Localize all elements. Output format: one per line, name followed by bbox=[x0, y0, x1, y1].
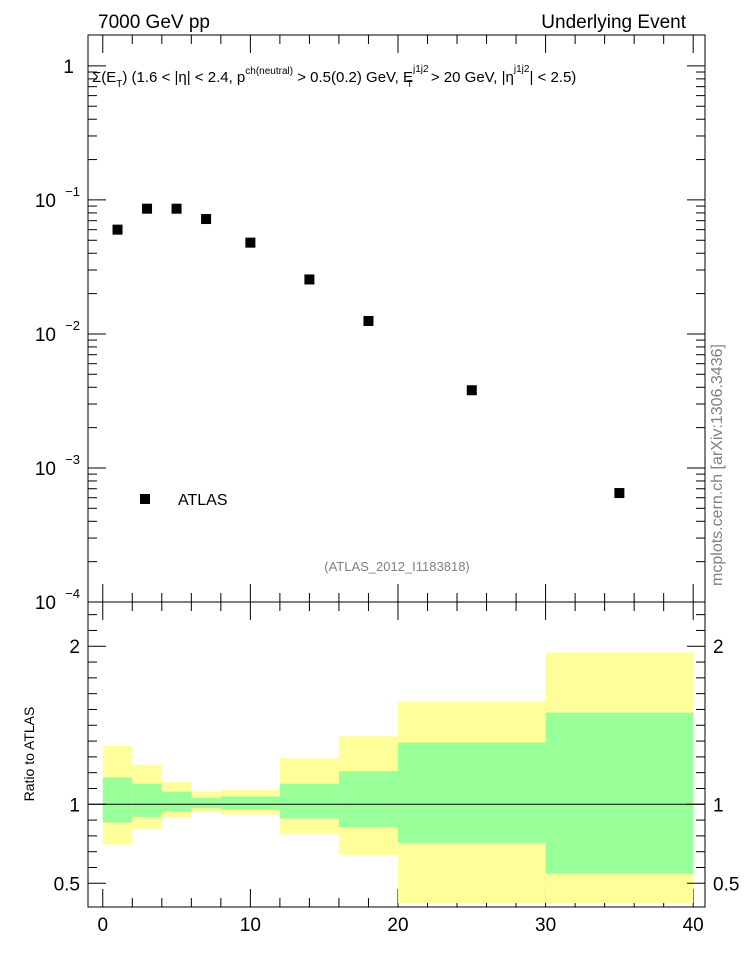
data-point-atlas bbox=[466, 385, 477, 396]
x-tick-label: 30 bbox=[535, 915, 556, 936]
reference-label: (ATLAS_2012_I1183818) bbox=[324, 559, 470, 574]
main-y-tick-exponent: −4 bbox=[65, 586, 80, 601]
ratio-band-green bbox=[338, 771, 398, 828]
main-y-tick-label: 10 bbox=[35, 325, 56, 346]
side-watermark: mcplots.cern.ch [arXiv:1306.3436] bbox=[709, 344, 726, 586]
ratio-y-axis-label: Ratio to ATLAS bbox=[21, 707, 37, 802]
ratio-bands bbox=[88, 652, 705, 904]
data-point-atlas bbox=[363, 315, 374, 326]
data-point-atlas bbox=[245, 237, 256, 248]
data-point-atlas bbox=[142, 203, 153, 214]
main-y-tick-label: 1 bbox=[63, 57, 74, 78]
ratio-y-tick-label-right: 1 bbox=[713, 795, 724, 816]
ratio-band-green bbox=[397, 742, 546, 843]
ratio-band-green bbox=[102, 777, 133, 823]
data-point-atlas bbox=[614, 488, 625, 499]
ratio-y-tick-label-right: 0.5 bbox=[713, 874, 739, 895]
ratio-band-green bbox=[132, 783, 162, 817]
x-tick-label: 0 bbox=[97, 915, 108, 936]
x-tick-label: 40 bbox=[683, 915, 704, 936]
main-data-points bbox=[112, 203, 625, 499]
data-point-atlas bbox=[112, 224, 123, 235]
data-point-atlas bbox=[201, 214, 212, 225]
x-tick-label: 10 bbox=[240, 915, 261, 936]
main-plot-frame bbox=[87, 34, 706, 603]
main-y-tick-label: 10 bbox=[35, 593, 56, 614]
ratio-y-tick-label-right: 2 bbox=[713, 637, 724, 658]
ratio-band-green bbox=[545, 712, 694, 874]
main-y-tick-exponent: −3 bbox=[65, 452, 80, 467]
data-point-atlas bbox=[171, 203, 182, 214]
ratio-y-tick-label-left: 2 bbox=[69, 637, 80, 658]
ratio-y-tick-label-left: 1 bbox=[69, 795, 80, 816]
ratio-y-tick-label-left: 0.5 bbox=[54, 874, 80, 895]
ratio-band-green bbox=[220, 796, 280, 810]
ratio-band-green bbox=[191, 797, 221, 809]
main-y-tick-exponent: −2 bbox=[65, 318, 80, 333]
ratio-plot-frame bbox=[87, 601, 706, 908]
header-left: 7000 GeV pp bbox=[98, 12, 210, 33]
main-y-tick-label: 10 bbox=[35, 459, 56, 480]
x-tick-label: 20 bbox=[387, 915, 408, 936]
plot-title: Σ(ET) (1.6 < |η| < 2.4, pch(neutral) > 0… bbox=[92, 64, 576, 90]
main-y-tick-label: 10 bbox=[35, 191, 56, 212]
main-y-tick-exponent: −1 bbox=[65, 184, 80, 199]
legend-marker-atlas bbox=[140, 494, 150, 504]
ratio-band-green bbox=[279, 783, 339, 819]
main-y-ticks: 10 −4 10 −3 10 −2 10 −1 1 bbox=[35, 57, 705, 614]
ratio-band-green bbox=[161, 791, 192, 812]
header-right: Underlying Event bbox=[541, 12, 686, 33]
ratio-ticks: 0.5 0.51 12 20 10 20 30 40 bbox=[54, 614, 739, 936]
data-point-atlas bbox=[304, 274, 315, 285]
legend-label-atlas: ATLAS bbox=[178, 492, 228, 509]
